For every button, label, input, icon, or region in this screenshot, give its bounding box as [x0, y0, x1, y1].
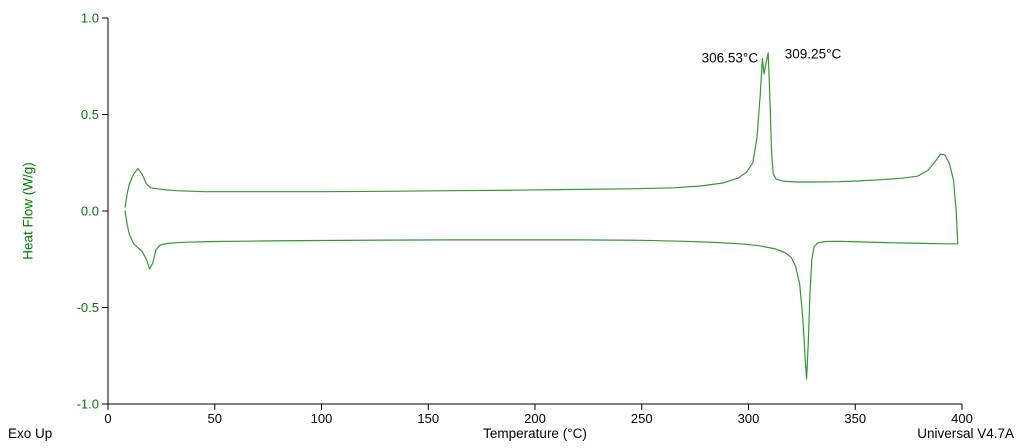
x-axis-title: Temperature (°C): [483, 426, 587, 441]
x-tick-label: 0: [104, 411, 111, 426]
y-tick-label: -0.5: [77, 300, 99, 315]
peak-annotation: 306.53°C: [702, 50, 759, 65]
y-tick-label: -1.0: [77, 397, 99, 412]
y-axis-title: Heat Flow (W/g): [20, 162, 36, 260]
curve-cooling-exotherm: [124, 52, 959, 245]
x-tick-label: 200: [524, 411, 546, 426]
x-tick-label: 250: [631, 411, 653, 426]
peak-annotation: 309.25°C: [785, 47, 842, 62]
x-tick-label: 100: [311, 411, 333, 426]
y-tick-label: 0.0: [81, 204, 99, 219]
x-tick-label: 150: [417, 411, 439, 426]
x-tick-label: 400: [951, 411, 973, 426]
y-tick-label: 1.0: [81, 11, 99, 26]
y-tick-label: 0.5: [81, 107, 99, 122]
x-tick-label: 350: [844, 411, 866, 426]
software-version-label: Universal V4.7A: [917, 426, 1014, 441]
curve-heating-endotherm: [124, 210, 959, 380]
exo-up-label: Exo Up: [8, 426, 53, 441]
x-tick-label: 300: [738, 411, 760, 426]
x-tick-label: 50: [208, 411, 222, 426]
